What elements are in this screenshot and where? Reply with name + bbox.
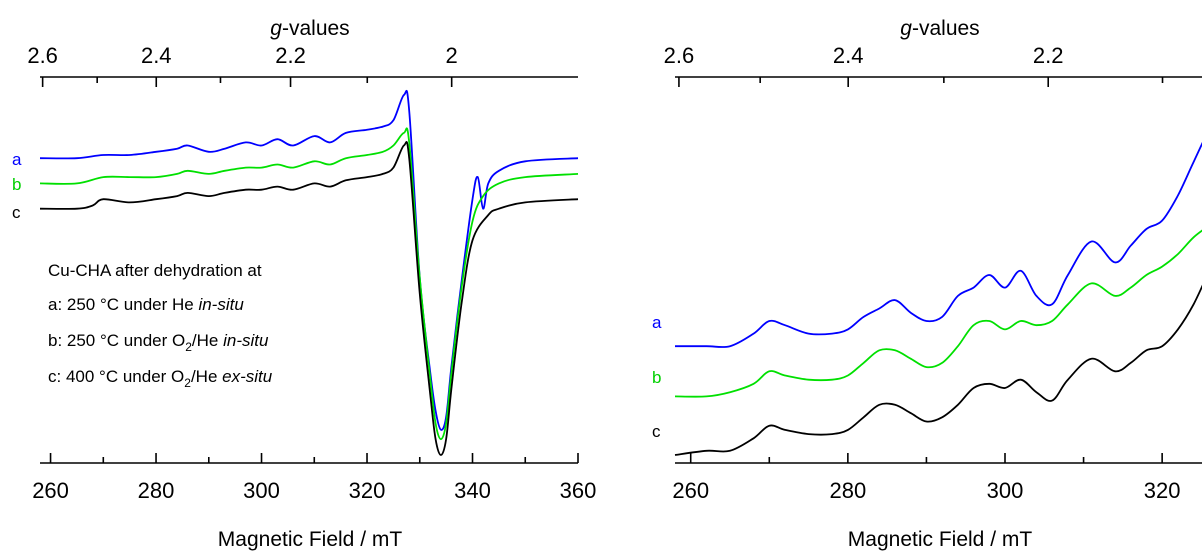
right-bottom-ticks: 260 280 300 320 [672, 453, 1181, 503]
right-top-tick-label: 2.6 [664, 43, 695, 68]
left-bottom-tick-label: 360 [560, 478, 597, 503]
left-bottom-tick-label: 260 [32, 478, 69, 503]
right-curves [674, 141, 1202, 456]
left-bottom-ticks: 260 280 300 320 340 360 [32, 453, 596, 503]
left-bottom-tick-label: 300 [243, 478, 280, 503]
right-top-tick-label: 2.2 [1033, 43, 1064, 68]
left-top-ticks: 2.6 2.4 2.2 2 [27, 43, 458, 87]
curve-label-a: a [12, 150, 22, 169]
left-bottom-tick-label: 340 [454, 478, 491, 503]
right-curve-label-b: b [652, 368, 661, 387]
legend-line-b: b: 250 °C under O2/He in-situ [48, 331, 269, 354]
right-bottom-tick-label: 300 [987, 478, 1024, 503]
left-curves [39, 89, 579, 456]
right-series-a-line [674, 141, 1202, 349]
left-series-b-line [39, 127, 579, 441]
right-top-axis-title: g-values [900, 17, 979, 40]
left-bottom-tick-label: 320 [349, 478, 386, 503]
curve-label-b: b [12, 175, 21, 194]
left-top-tick-label: 2 [446, 43, 458, 68]
right-x-axis-title: Magnetic Field / mT [848, 528, 1033, 551]
right-bottom-tick-label: 280 [829, 478, 866, 503]
left-top-axis-title: g-values [270, 17, 349, 40]
right-bottom-tick-label: 320 [1144, 478, 1181, 503]
legend-line-c: c: 400 °C under O2/He ex-situ [48, 367, 273, 390]
left-top-tick-label: 2.2 [275, 43, 306, 68]
legend-line-a: a: 250 °C under He in-situ [48, 295, 244, 314]
panel-left: 2.6 2.4 2.2 2 260 280 300 320 340 360 g-values M… [12, 17, 596, 551]
right-curve-label-c: c [652, 422, 661, 441]
right-top-ticks: 2.6 2.4 2.2 [664, 43, 1164, 87]
panel-right: 2.6 2.4 2.2 260 280 300 320 g-values Magnetic… [652, 17, 1202, 551]
legend: Cu-CHA after dehydration at a: 250 °C un… [48, 261, 273, 390]
left-top-tick-label: 2.6 [27, 43, 58, 68]
legend-title: Cu-CHA after dehydration at [48, 261, 262, 280]
curve-label-c: c [12, 203, 21, 222]
left-x-axis-title: Magnetic Field / mT [218, 528, 403, 551]
right-curve-label-a: a [652, 313, 662, 332]
left-top-tick-label: 2.4 [141, 43, 172, 68]
right-series-b-line [674, 229, 1202, 398]
right-bottom-tick-label: 260 [672, 478, 709, 503]
left-series-c-line [39, 141, 579, 456]
right-top-tick-label: 2.4 [833, 43, 864, 68]
left-bottom-tick-label: 280 [138, 478, 175, 503]
right-series-c-line [674, 284, 1202, 456]
left-series-a-line [39, 89, 579, 431]
